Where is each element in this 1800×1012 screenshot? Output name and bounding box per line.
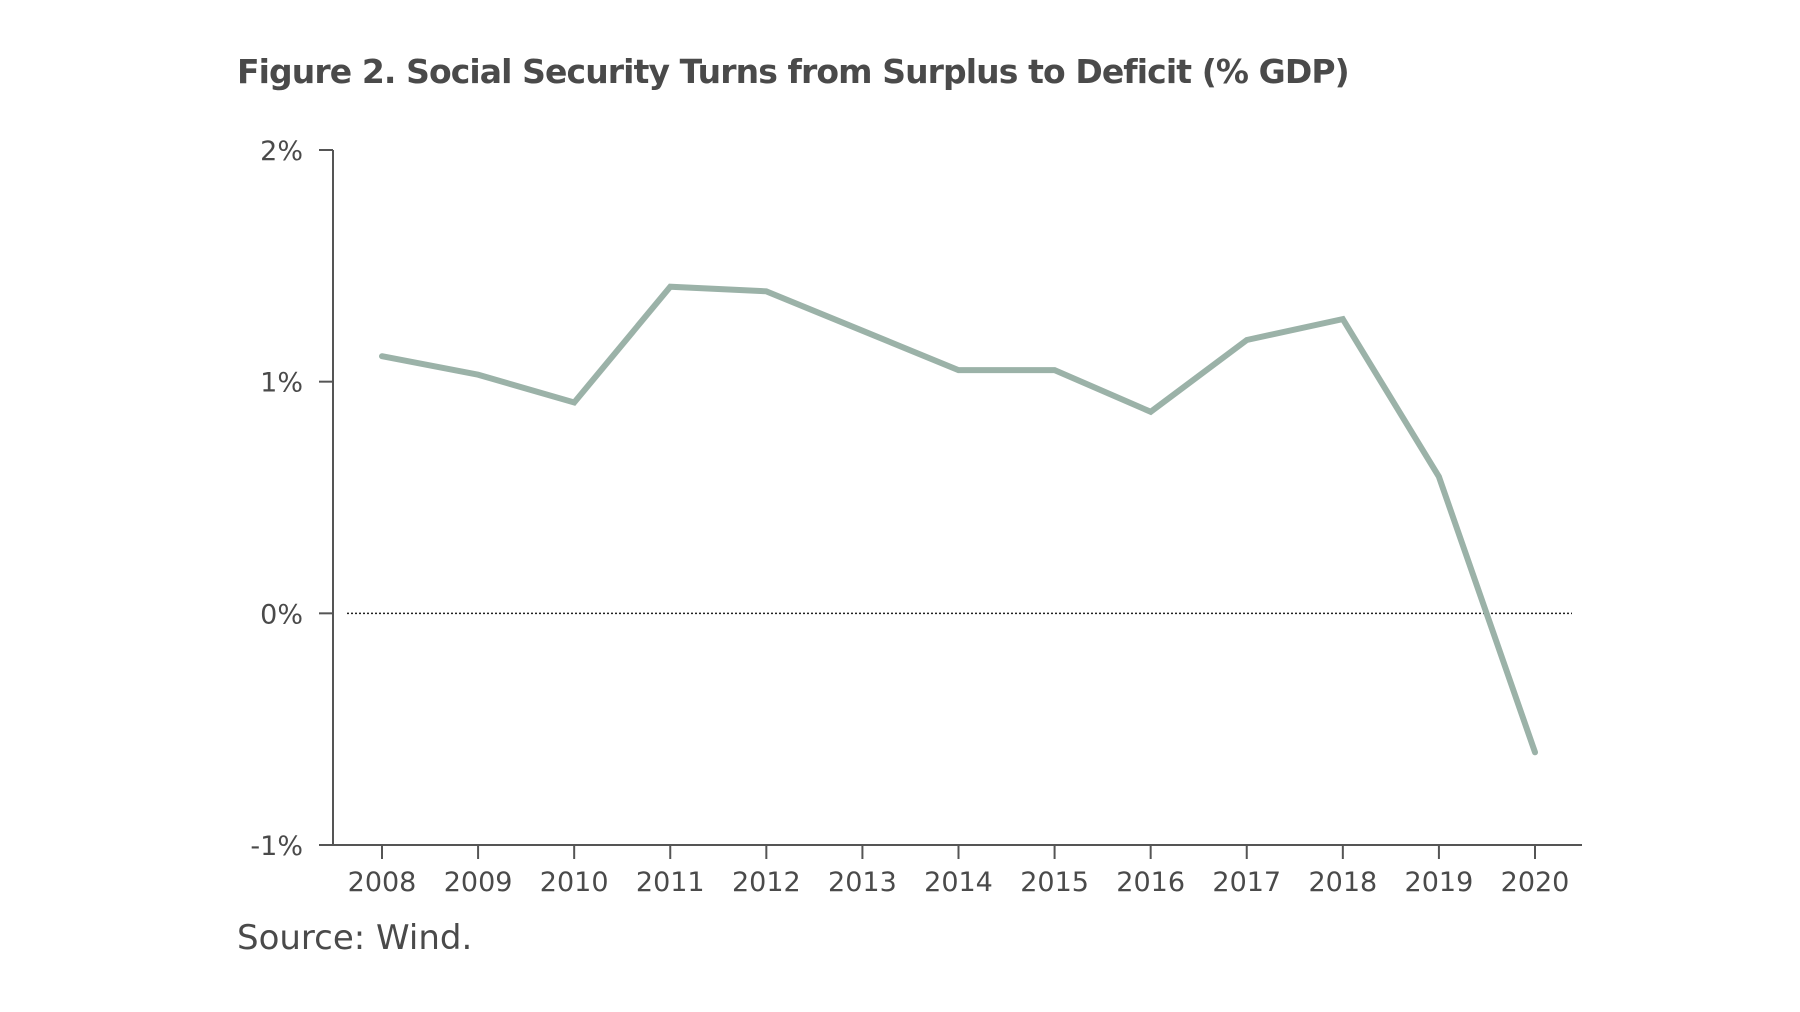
x-tick-label: 2011 xyxy=(636,867,705,898)
data-point xyxy=(1532,749,1538,755)
data-point xyxy=(667,284,673,290)
x-tick-label: 2020 xyxy=(1501,867,1570,898)
x-tick-label: 2010 xyxy=(540,867,609,898)
data-point xyxy=(379,353,385,359)
data-point xyxy=(1244,337,1250,343)
data-point xyxy=(1436,474,1442,480)
data-point xyxy=(1052,367,1058,373)
x-tick-label: 2019 xyxy=(1405,867,1474,898)
x-tick-label: 2014 xyxy=(924,867,993,898)
y-tick-label: 2% xyxy=(260,136,303,167)
x-tick-label: 2017 xyxy=(1212,867,1281,898)
data-point xyxy=(1340,316,1346,322)
source-note: Source: Wind. xyxy=(237,918,473,958)
x-tick-label: 2013 xyxy=(828,867,897,898)
data-point xyxy=(1148,409,1154,415)
x-tick-label: 2015 xyxy=(1020,867,1089,898)
series-line xyxy=(379,283,1538,756)
data-point xyxy=(571,400,577,406)
y-tick-label: -1% xyxy=(250,831,303,862)
data-point xyxy=(475,372,481,378)
x-tick-label: 2009 xyxy=(444,867,513,898)
data-point xyxy=(763,288,769,294)
data-point xyxy=(956,367,962,373)
x-tick-label: 2016 xyxy=(1116,867,1185,898)
x-tick-label: 2008 xyxy=(348,867,417,898)
y-tick-label: 0% xyxy=(260,599,303,630)
chart-title: Figure 2. Social Security Turns from Sur… xyxy=(237,52,1350,91)
data-point xyxy=(859,328,865,334)
x-tick-label: 2012 xyxy=(732,867,801,898)
y-tick-label: 1% xyxy=(260,368,303,399)
x-tick-label: 2018 xyxy=(1308,867,1377,898)
